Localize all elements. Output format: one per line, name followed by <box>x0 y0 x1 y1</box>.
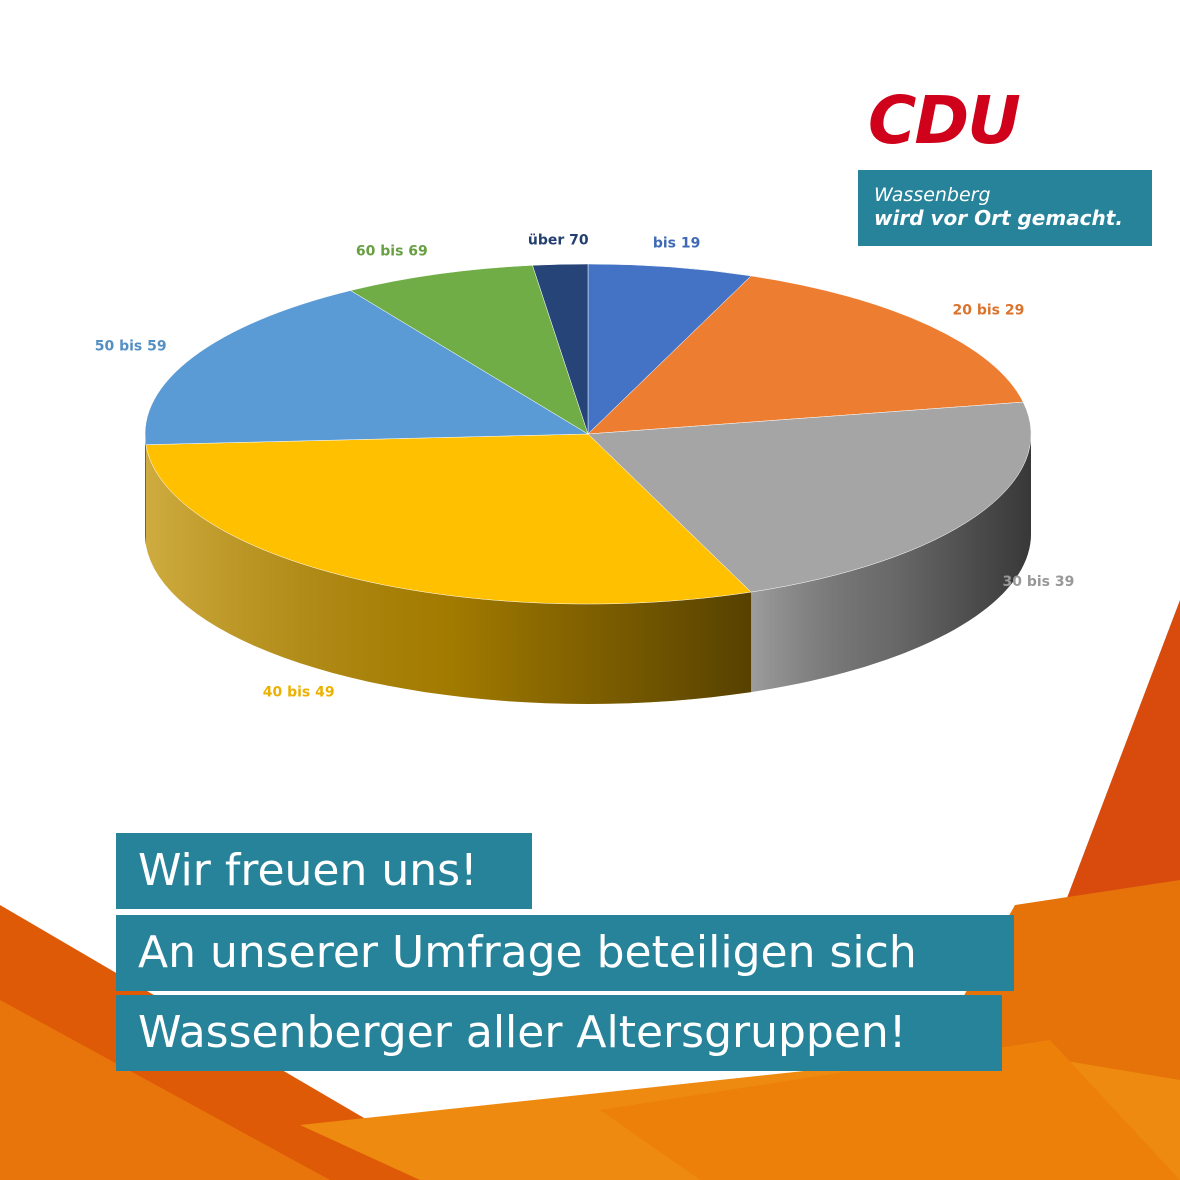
pie-label-20-bis-29: 20 bis 29 <box>953 303 1025 319</box>
pie-label-ueber-70: über 70 <box>528 232 589 248</box>
pie-slice-bis-19 <box>587 263 752 435</box>
headline-line-3: Wassenberger aller Altersgruppen! <box>116 995 1002 1071</box>
pie-slice-40-bis-49 <box>145 433 752 605</box>
pie-slices <box>144 263 1032 605</box>
headline-line-2: An unserer Umfrage beteiligen sich <box>116 915 1014 991</box>
pie-labels: bis 19 20 bis 29 30 bis 39 40 bis 49 50 bis … <box>95 232 1075 700</box>
pie-label-50-bis-59: 50 bis 59 <box>95 339 167 355</box>
pie-label-bis-19: bis 19 <box>653 236 701 252</box>
pie-side-shade-50-bis-59 <box>145 434 146 545</box>
pie-slice-50-bis-59 <box>144 290 589 445</box>
headline-line-1: Wir freuen uns! <box>116 833 532 909</box>
pie-slice-ueber-70 <box>532 263 589 435</box>
pie-label-30-bis-39: 30 bis 39 <box>1003 574 1075 590</box>
pie-label-40-bis-49: 40 bis 49 <box>263 685 335 701</box>
slogan-line-2: wird vor Ort gemacht. <box>874 206 1123 230</box>
cdu-logo: CDU <box>868 82 1021 159</box>
pie-slice-60-bis-69 <box>349 265 589 435</box>
slogan-box: Wassenberg wird vor Ort gemacht. <box>858 170 1152 246</box>
slogan-line-1: Wassenberg <box>874 184 991 206</box>
pie-sides <box>145 434 1031 704</box>
pie-slice-30-bis-39 <box>587 401 1032 593</box>
pie-side-shade-30-bis-39 <box>751 434 1031 693</box>
pie-label-60-bis-69: 60 bis 69 <box>356 244 428 260</box>
pie-slice-20-bis-29 <box>587 275 1024 435</box>
pie-side-shade-40-bis-49 <box>145 444 752 704</box>
